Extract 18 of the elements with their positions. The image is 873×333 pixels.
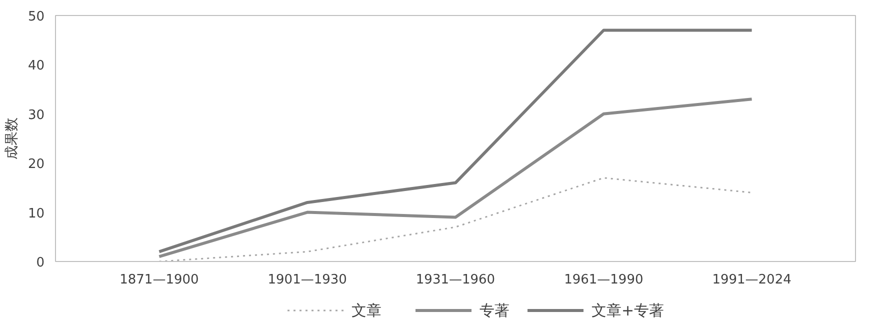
line-series: [158, 98, 754, 258]
line-series: [158, 177, 753, 262]
y-tick-label: 10: [28, 206, 45, 222]
x-tick-label: 1991—2024: [712, 272, 792, 288]
y-tick-label: 40: [28, 58, 45, 74]
y-tick-label: 30: [28, 108, 45, 123]
y-tick-label: 20: [28, 157, 45, 172]
x-tick-label: 1871—1900: [120, 272, 199, 288]
line-series: [158, 28, 754, 254]
x-tick-label: 1961—1990: [564, 272, 644, 288]
x-tick-label: 1901—1930: [268, 272, 347, 288]
y-tick-label: 50: [28, 10, 45, 24]
x-tick-label: 1931—1960: [416, 272, 496, 288]
legend-label: 文章+专著: [592, 302, 664, 320]
y-tick-label: 0: [36, 256, 45, 270]
legend-label: 文章: [352, 302, 382, 320]
y-axis-title: 成果数: [4, 118, 20, 160]
legend-label: 专著: [480, 302, 510, 320]
